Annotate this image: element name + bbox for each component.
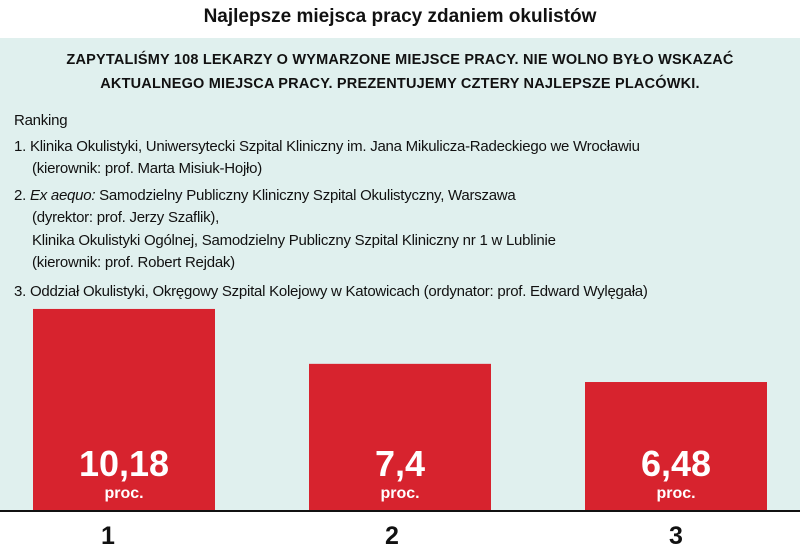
rank-prefix: Ex aequo: <box>29 187 96 204</box>
ranking-item: 2. Ex aequo: Samodzielny Publiczny Klini… <box>14 187 516 204</box>
subtitle: ZAPYTALIŚMY 108 LEKARZY O WYMARZONE MIEJ… <box>66 52 734 68</box>
bar <box>309 363 491 510</box>
rank-line: Klinika Okulistyki Ogólnej, Samodzielny … <box>32 232 556 249</box>
ranking-item: 1. Klinika Okulistyki, Uniwersytecki Szp… <box>14 138 640 155</box>
ranking-item: 3. Oddział Okulistyki, Okręgowy Szpital … <box>14 283 648 300</box>
ranking-heading: Ranking <box>14 112 68 129</box>
bar <box>585 382 767 510</box>
rank-number: 2. <box>14 187 27 204</box>
subtitle: AKTUALNEGO MIEJSCA PRACY. PREZENTUJEMY C… <box>100 76 700 92</box>
bar <box>33 308 215 510</box>
rank-number: 3. <box>14 283 27 300</box>
unit-label: proc. <box>380 485 419 502</box>
unit-label: proc. <box>656 485 695 502</box>
unit-label: proc. <box>104 485 143 502</box>
title: Najlepsze miejsca pracy zdaniem okulistó… <box>203 6 597 27</box>
x-tick-label: 2 <box>385 522 399 550</box>
value-label: 6,48 <box>641 443 711 484</box>
x-tick-label: 3 <box>669 522 683 550</box>
rank-number: 1. <box>14 138 27 155</box>
rank-line: (kierownik: prof. Robert Rejdak) <box>32 254 235 271</box>
rank-line: (dyrektor: prof. Jerzy Szaflik), <box>32 209 220 226</box>
value-label: 7,4 <box>375 443 425 484</box>
rank-line: Samodzielny Publiczny Kliniczny Szpital … <box>99 187 516 204</box>
value-label: 10,18 <box>79 443 169 484</box>
x-tick-label: 1 <box>101 522 115 550</box>
rank-line: Klinika Okulistyki, Uniwersytecki Szpita… <box>29 138 640 155</box>
rank-line: Oddział Okulistyki, Okręgowy Szpital Kol… <box>29 283 648 300</box>
rank-line: (kierownik: prof. Marta Misiuk-Hojło) <box>32 160 262 177</box>
